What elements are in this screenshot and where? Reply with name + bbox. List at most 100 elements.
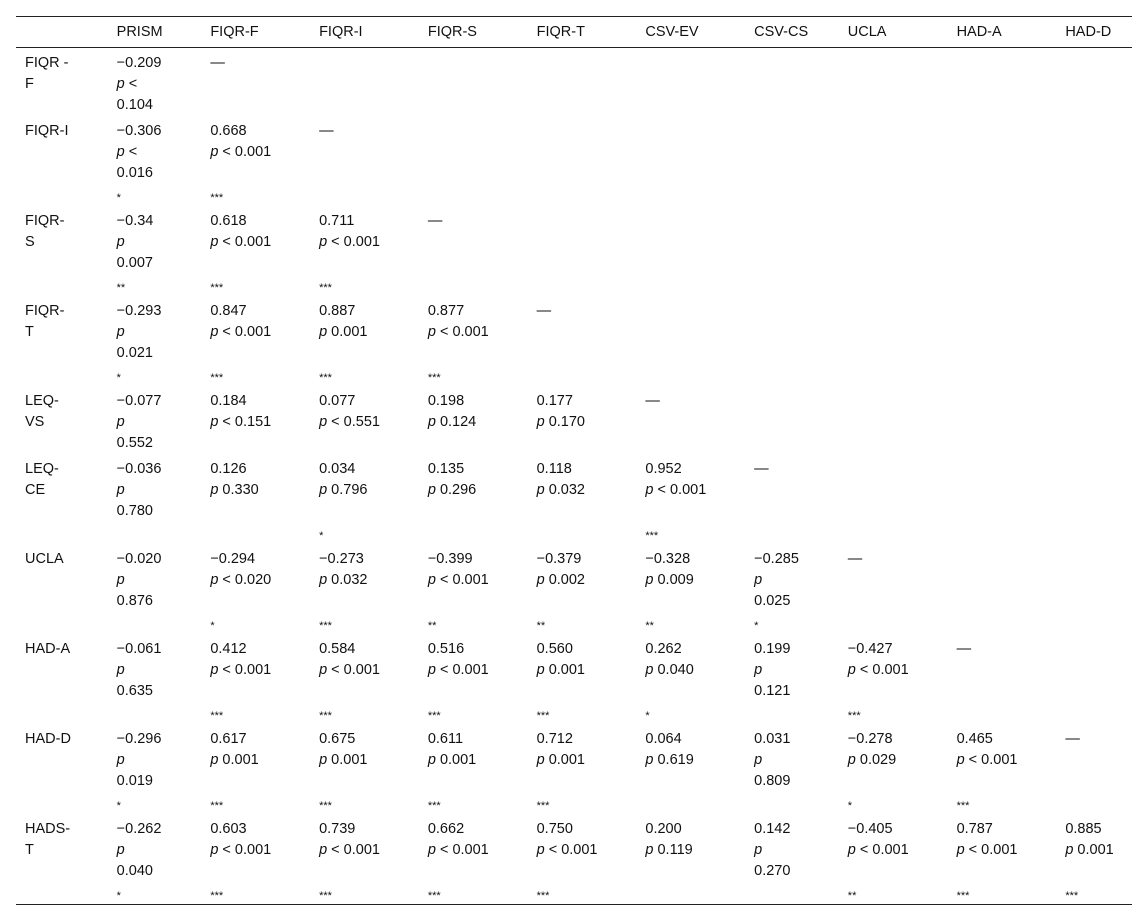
table-cell: [636, 206, 745, 296]
p-value: p 0.119: [645, 842, 693, 858]
table-cell: 0.750 p < 0.001 ***: [528, 814, 637, 904]
significance: *: [116, 192, 121, 204]
r-value: 0.560: [536, 641, 573, 657]
table-cell: 0.031 p 0.809: [745, 724, 839, 814]
r-value: —: [319, 123, 334, 139]
table-cell: [948, 206, 1057, 296]
column-header: HAD-D: [1065, 24, 1112, 40]
table-cell: 0.560 p 0.001 ***: [528, 634, 637, 724]
table-row: HAD-A −0.061 p 0.635 0.412 p < 0.001 *** 0.584…: [16, 634, 1132, 724]
r-value: −0.293: [116, 303, 162, 319]
table-cell: 0.516 p < 0.001 ***: [419, 634, 528, 724]
p-value: p < 0.001: [319, 662, 380, 678]
p-value: p 0.032: [536, 482, 586, 498]
table-cell: 0.711 p < 0.001 ***: [310, 206, 419, 296]
r-value: —: [847, 551, 863, 567]
r-value: 0.200: [645, 821, 682, 837]
row-label-cell: UCLA: [16, 544, 108, 634]
table-cell: [839, 386, 948, 454]
p-value: p < 0.001: [956, 752, 1018, 768]
p-value: p 0.001: [319, 752, 368, 768]
table-cell: [528, 206, 637, 296]
r-value: −0.306: [116, 123, 162, 139]
table-cell: 0.675 p 0.001 ***: [310, 724, 419, 814]
table-cell: −0.020 p 0.876: [108, 544, 202, 634]
r-value: −0.020: [116, 551, 162, 567]
r-value: 0.887: [319, 303, 356, 319]
significance: ***: [319, 800, 332, 812]
table-cell: [636, 116, 745, 206]
header-row: PRISM FIQR-F FIQR-I FIQR-S FIQR-T CSV-EV CSV-C…: [16, 17, 1132, 48]
table-cell: 0.885 p 0.001 ***: [1056, 814, 1132, 904]
table-row: LEQ-CE −0.036 p 0.780 0.126 p 0.330 0.034 p 0.…: [16, 454, 1132, 544]
r-value: 0.135: [427, 461, 465, 477]
row-label-cell: LEQ-CE: [16, 454, 108, 544]
table-cell: 0.739 p < 0.001 ***: [310, 814, 419, 904]
significance: *: [116, 372, 121, 384]
significance: *: [116, 800, 121, 812]
table-cell: 0.200 p 0.119: [636, 814, 745, 904]
r-value: 0.584: [319, 641, 356, 657]
table-cell: —: [310, 116, 419, 206]
row-label: HAD-A: [25, 641, 71, 657]
p-value: p 0.876: [116, 572, 153, 609]
table-cell: 0.198 p 0.124: [419, 386, 528, 454]
r-value: 0.668: [210, 123, 247, 139]
p-value: p 0.001: [536, 662, 586, 678]
row-label-cell: HADS-T: [16, 814, 108, 904]
r-value: 0.750: [536, 821, 573, 837]
table-cell: −0.293 p 0.021 *: [108, 296, 202, 386]
table-cell: —: [839, 544, 948, 634]
table-cell: [528, 48, 637, 117]
table-cell: −0.427 p < 0.001 ***: [839, 634, 948, 724]
r-value: 0.465: [956, 731, 993, 747]
p-value: p < 0.016: [116, 144, 153, 181]
r-value: −0.262: [116, 821, 162, 837]
row-label: LEQ-CE: [25, 461, 59, 498]
significance: ***: [536, 889, 550, 902]
table-cell: —: [948, 634, 1057, 724]
significance: ***: [319, 372, 332, 384]
r-value: —: [956, 641, 972, 657]
table-cell: 0.787 p < 0.001 ***: [948, 814, 1057, 904]
row-label-cell: FIQR - F: [16, 48, 108, 117]
r-value: 0.126: [210, 461, 247, 477]
significance: ***: [319, 710, 332, 722]
row-label: FIQR-T: [25, 303, 65, 340]
table-cell: [948, 544, 1057, 634]
r-value: 0.603: [210, 821, 247, 837]
p-value: p 0.007: [116, 234, 153, 271]
significance: **: [427, 620, 437, 632]
table-cell: [839, 296, 948, 386]
significance: **: [116, 282, 126, 294]
table-cell: 0.617 p 0.001 ***: [201, 724, 310, 814]
table-cell: −0.34 p 0.007 **: [108, 206, 202, 296]
table-cell: 0.262 p 0.040 *: [636, 634, 745, 724]
p-value: p 0.019: [116, 752, 153, 789]
table-body: FIQR - F −0.209 p < 0.104 — FIQR-I −0.306 p < …: [16, 48, 1132, 905]
p-value: p 0.330: [210, 482, 259, 498]
significance: ***: [427, 710, 441, 722]
r-value: —: [1065, 731, 1080, 747]
table-cell: —: [201, 48, 310, 117]
p-value: p < 0.001: [210, 234, 272, 250]
table-cell: [419, 116, 528, 206]
significance: *: [210, 620, 215, 632]
column-header: CSV-EV: [645, 24, 699, 40]
p-value: p 0.001: [1065, 842, 1114, 858]
table-cell: −0.379 p 0.002 **: [528, 544, 637, 634]
table-cell: [745, 296, 839, 386]
row-label: FIQR - F: [25, 55, 69, 92]
table-cell: −0.036 p 0.780: [108, 454, 202, 544]
r-value: 0.064: [645, 731, 682, 747]
r-value: 0.885: [1065, 821, 1102, 837]
row-label-cell: HAD-D: [16, 724, 108, 814]
table-cell: [948, 386, 1057, 454]
significance: ***: [536, 800, 550, 812]
significance: *: [116, 889, 121, 902]
significance: ***: [210, 282, 224, 294]
table-cell: [1056, 116, 1132, 206]
table-cell: —: [745, 454, 839, 544]
correlation-table: PRISM FIQR-F FIQR-I FIQR-S FIQR-T CSV-EV CSV-C…: [16, 16, 1132, 905]
significance: ***: [956, 800, 970, 812]
